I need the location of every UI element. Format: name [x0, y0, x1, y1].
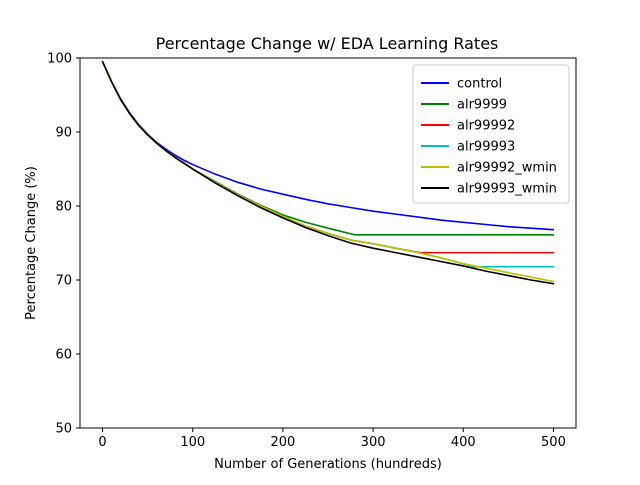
- legend-label: alr99992: [457, 119, 515, 134]
- y-tick-label: 90: [55, 126, 72, 141]
- series-line-alr99993-wmin: [101, 60, 555, 285]
- y-tick-label: 80: [55, 200, 72, 215]
- legend-label: alr99993: [457, 140, 515, 155]
- x-axis-ticks: 0 100 200 300 400 500: [98, 428, 566, 450]
- x-tick-label: 200: [270, 435, 295, 450]
- plot-area-frame: [79, 57, 577, 429]
- y-axis-ticks: 50 60 70 80 90 100: [47, 52, 80, 437]
- legend-label: control: [457, 77, 502, 92]
- y-tick-label: 50: [55, 422, 72, 437]
- x-tick-label: 400: [451, 435, 476, 450]
- x-tick-label: 0: [98, 435, 106, 450]
- x-tick-label: 100: [180, 435, 205, 450]
- x-axis-label: Number of Generations (hundreds): [214, 457, 442, 472]
- chart-title: Percentage Change w/ EDA Learning Rates: [156, 34, 499, 53]
- legend-label: alr9999: [457, 98, 507, 113]
- y-tick-label: 60: [55, 348, 72, 363]
- x-tick-label: 500: [541, 435, 566, 450]
- x-tick-label: 300: [361, 435, 386, 450]
- series-lines: [101, 60, 555, 285]
- chart-legend: control alr9999 alr99992 alr99993 alr99992_w…: [412, 64, 570, 204]
- legend-label: alr99992_wmin: [457, 161, 557, 176]
- y-tick-label: 100: [47, 52, 72, 67]
- legend-label: alr99993_wmin: [457, 182, 557, 197]
- legend-box: [412, 64, 570, 204]
- y-axis-label: Percentage Change (%): [24, 166, 39, 320]
- y-tick-label: 70: [55, 274, 72, 289]
